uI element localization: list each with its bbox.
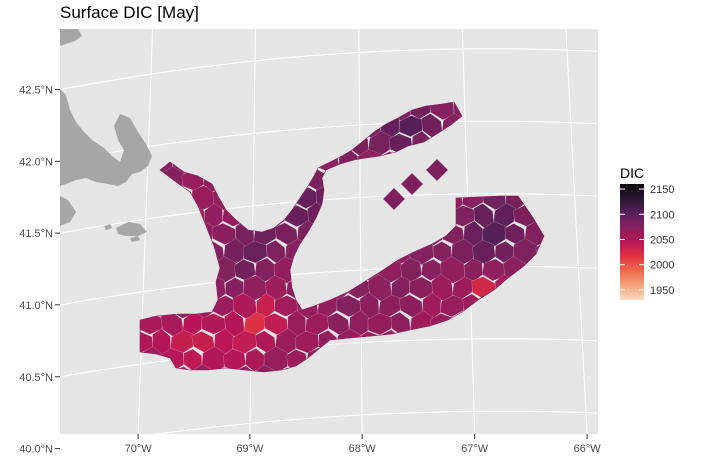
dic-cell [400, 172, 424, 196]
dic-cell [378, 294, 402, 318]
land [60, 29, 152, 242]
dic-cell [171, 366, 194, 372]
dic-cell [214, 367, 234, 372]
map-title: Surface DIC [May] [60, 3, 199, 22]
dic-cell [425, 158, 449, 182]
parallel-line [60, 265, 598, 306]
land-mass [116, 222, 147, 236]
island-patches [382, 158, 449, 211]
lat-tick-label: 41.5°N [19, 228, 53, 240]
lon-tick-label: 69°W [236, 443, 264, 455]
lat-tick-label: 42.5°N [19, 85, 53, 97]
legend-colorbar [620, 184, 644, 300]
lat-tick-label: 42.0°N [19, 156, 53, 168]
meridian-line [565, 29, 588, 434]
longitude-axis: 70°W 69°W 68°W 67°W 66°W [125, 434, 602, 455]
parallel-line [60, 120, 598, 162]
legend-tick-label: 2050 [650, 234, 674, 246]
lat-tick-label: 40.0°N [19, 444, 53, 456]
legend-tick-label: 2000 [650, 260, 674, 272]
study-region [139, 101, 545, 373]
meridian-line [358, 29, 363, 434]
lon-tick-label: 68°W [349, 443, 377, 455]
land-mass [104, 224, 112, 230]
dic-cell [382, 187, 406, 211]
parallel-line [153, 410, 598, 434]
parallel-line [60, 48, 598, 91]
dic-cell [305, 312, 330, 336]
dic-cell [440, 295, 465, 318]
dic-cell [276, 367, 296, 372]
lat-tick-label: 41.0°N [19, 300, 53, 312]
lon-tick-label: 70°W [125, 443, 153, 455]
dic-cell [398, 115, 424, 137]
latitude-axis: 42.5°N 42.0°N 41.5°N 41.0°N 40.5°N 40.0°N [19, 85, 60, 456]
legend-tick-label: 1950 [650, 285, 674, 297]
legend-tick-label: 2150 [650, 184, 674, 196]
parallel-line [60, 193, 598, 234]
meridian-line [137, 29, 154, 434]
lon-tick-label: 67°W [461, 443, 489, 455]
legend-tick-label: 2100 [650, 209, 674, 221]
dic-cell [367, 312, 392, 336]
lat-tick-label: 40.5°N [19, 372, 53, 384]
land-mass [60, 196, 76, 226]
dic-legend: DIC 2150 2100 2050 2000 1950 [620, 165, 674, 300]
legend-title: DIC [620, 165, 644, 181]
dic-cell [452, 276, 474, 300]
parallel-line [60, 338, 598, 378]
land-mass [60, 89, 152, 186]
land-mass [60, 29, 82, 46]
lon-tick-label: 66°W [574, 443, 602, 455]
land-mass [130, 236, 140, 242]
